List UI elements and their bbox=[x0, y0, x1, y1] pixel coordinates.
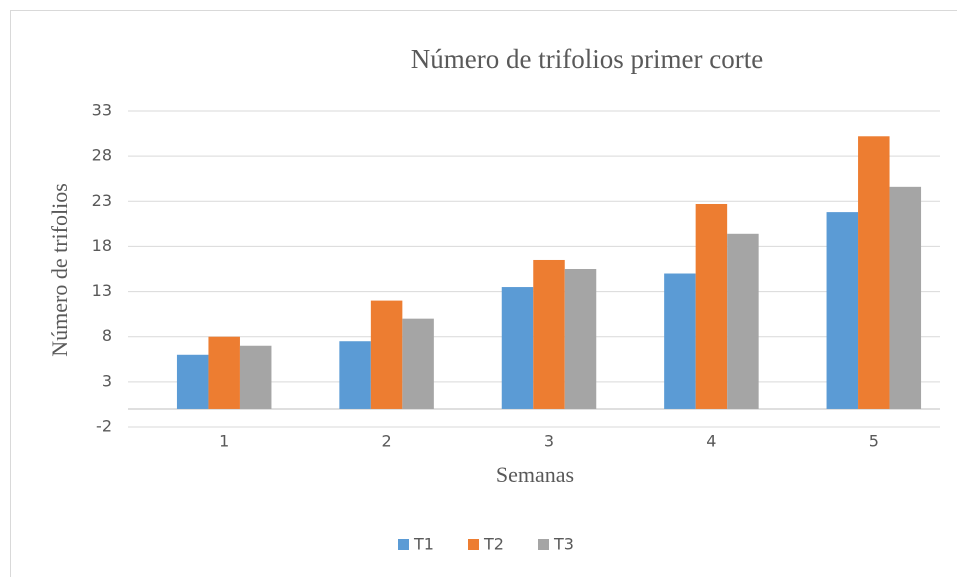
bar bbox=[664, 273, 696, 409]
y-tick-label: 3 bbox=[102, 371, 112, 390]
y-tick-label: 33 bbox=[92, 101, 112, 120]
y-tick-label: 28 bbox=[92, 146, 112, 165]
bar bbox=[826, 212, 859, 409]
legend-label: T3 bbox=[553, 535, 574, 554]
bar bbox=[176, 354, 209, 409]
x-tick-label: 5 bbox=[869, 432, 879, 451]
x-tick-label: 4 bbox=[706, 432, 716, 451]
bar bbox=[402, 318, 434, 409]
bar bbox=[889, 186, 922, 409]
bar bbox=[564, 269, 597, 409]
bar bbox=[695, 203, 728, 409]
y-tick-label: 18 bbox=[92, 236, 112, 255]
bar bbox=[501, 287, 534, 409]
legend-label: T2 bbox=[483, 535, 504, 554]
y-axis-label: Número de trifolios bbox=[47, 183, 72, 357]
bar bbox=[533, 259, 565, 409]
x-tick-label: 1 bbox=[219, 432, 229, 451]
legend-swatch bbox=[398, 539, 409, 550]
bar bbox=[208, 336, 240, 409]
x-tick-label: 3 bbox=[544, 432, 554, 451]
bar bbox=[727, 233, 759, 409]
bar bbox=[858, 136, 890, 409]
y-tick-label: 13 bbox=[92, 281, 112, 300]
legend-label: T1 bbox=[413, 535, 434, 554]
y-tick-label: 8 bbox=[102, 326, 112, 345]
chart-border bbox=[10, 10, 957, 577]
bar bbox=[370, 300, 403, 409]
chart-title: Número de trifolios primer corte bbox=[411, 44, 763, 74]
bar bbox=[239, 345, 272, 409]
legend-swatch bbox=[468, 539, 479, 550]
x-axis-label: Semanas bbox=[496, 462, 574, 487]
y-tick-label: 23 bbox=[92, 191, 112, 210]
legend-swatch bbox=[538, 539, 549, 550]
x-tick-label: 2 bbox=[382, 432, 392, 451]
bar bbox=[339, 341, 371, 409]
y-tick-label: -2 bbox=[96, 417, 112, 436]
